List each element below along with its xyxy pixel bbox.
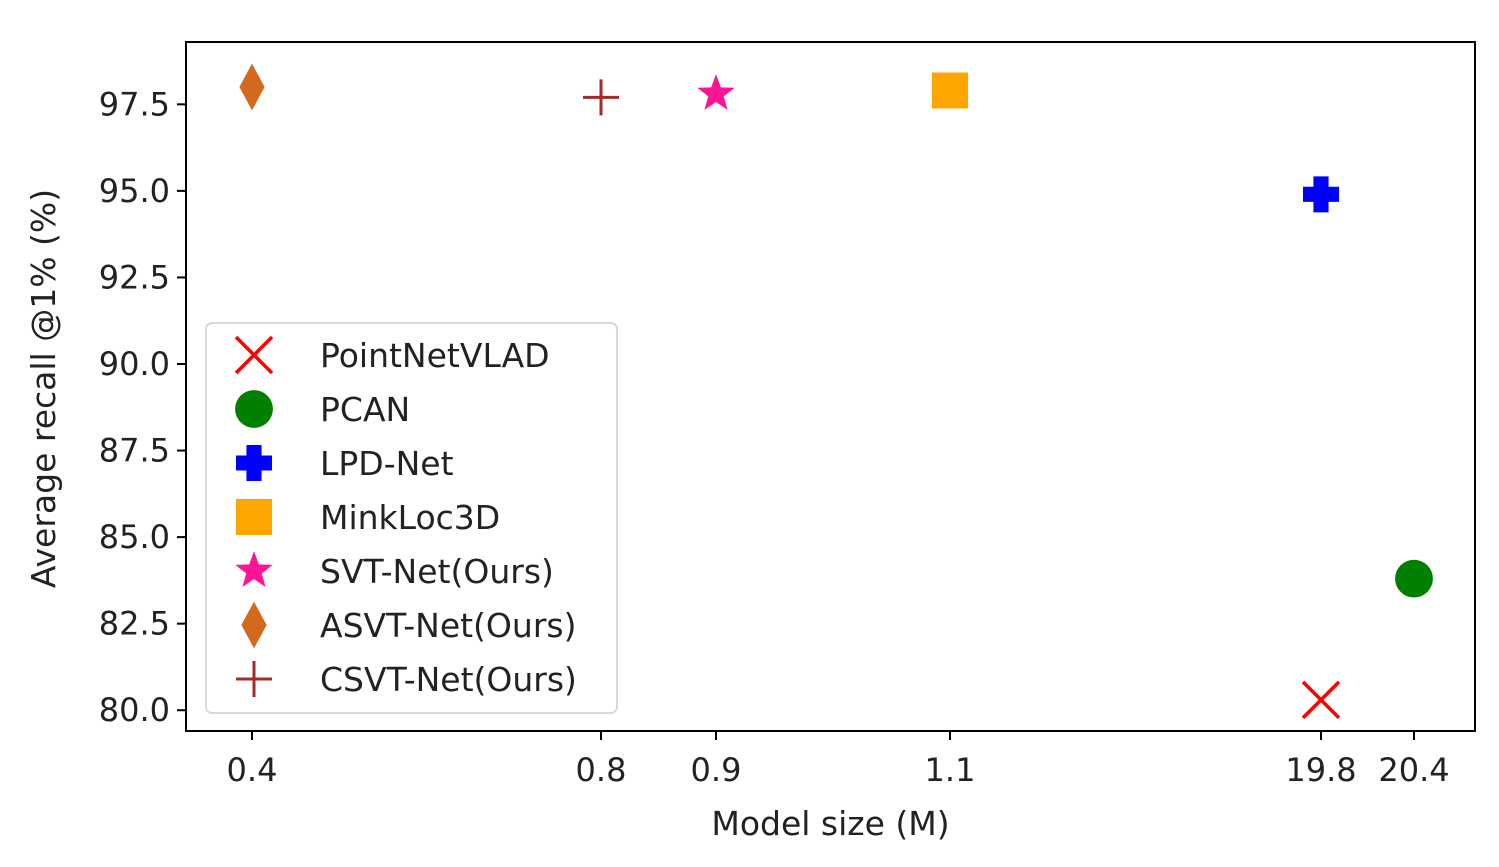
x-tick-label: 20.4 [1378,751,1449,789]
x-axis-title: Model size (M) [711,804,949,843]
legend-item: CSVT-Net(Ours) [236,660,577,699]
y-tick-label: 97.5 [99,85,170,123]
legend-item: PCAN [235,390,410,429]
legend-item: LPD-Net [236,444,454,483]
data-point-minkloc3d [932,72,968,109]
data-point-csvt-net-ours [583,79,619,116]
x-tick-label: 1.1 [925,751,976,789]
legend-label: LPD-Net [320,444,454,483]
data-point-pointnetvlad [1301,680,1341,720]
data-point-asvt-net-ours [239,63,265,111]
legend-marker [236,661,272,697]
x-tick-label: 0.4 [227,751,278,789]
y-axis-title: Average recall @1% (%) [24,189,63,588]
y-axis: 80.0 82.5 85.0 87.5 90.0 92.5 95.0 97.5 [99,85,186,729]
axes-frame [185,41,1476,732]
legend: PointNetVLAD PCAN LPD-Net MinkLoc3D SVT-Net(… [205,322,618,714]
legend-label: CSVT-Net(Ours) [320,660,577,699]
y-tick-label: 92.5 [99,258,170,296]
legend-marker [236,445,272,481]
y-tick-label: 87.5 [99,432,170,470]
x-axis: 0.4 0.8 0.9 1.1 19.8 20.4 [227,731,1450,789]
y-tick-label: 90.0 [99,345,170,383]
legend-marker [236,499,272,535]
legend-marker [235,551,273,587]
legend-label: SVT-Net(Ours) [320,552,554,591]
y-tick-label: 95.0 [99,172,170,210]
plot-border [185,41,1476,732]
legend-box [205,322,618,714]
legend-item: ASVT-Net(Ours) [241,601,576,649]
data-point-lpd-net [1303,176,1339,213]
legend-label: PointNetVLAD [320,336,550,375]
legend-label: PCAN [320,390,410,429]
legend-item: MinkLoc3D [236,498,500,537]
x-tick-label: 0.8 [576,751,627,789]
legend-marker [241,601,267,649]
x-tick-label: 0.9 [691,751,742,789]
legend-item: SVT-Net(Ours) [235,551,554,591]
data-points [239,63,1433,720]
y-tick-label: 82.5 [99,605,170,643]
y-tick-label: 80.0 [99,691,170,729]
legend-marker [235,390,273,428]
data-point-svt-net-ours [697,74,735,110]
legend-label: ASVT-Net(Ours) [320,606,576,645]
data-point-pcan [1395,559,1433,598]
legend-marker [234,335,274,375]
y-tick-label: 85.0 [99,518,170,556]
x-tick-label: 19.8 [1285,751,1356,789]
legend-label: MinkLoc3D [320,498,500,537]
legend-item: PointNetVLAD [234,335,550,375]
